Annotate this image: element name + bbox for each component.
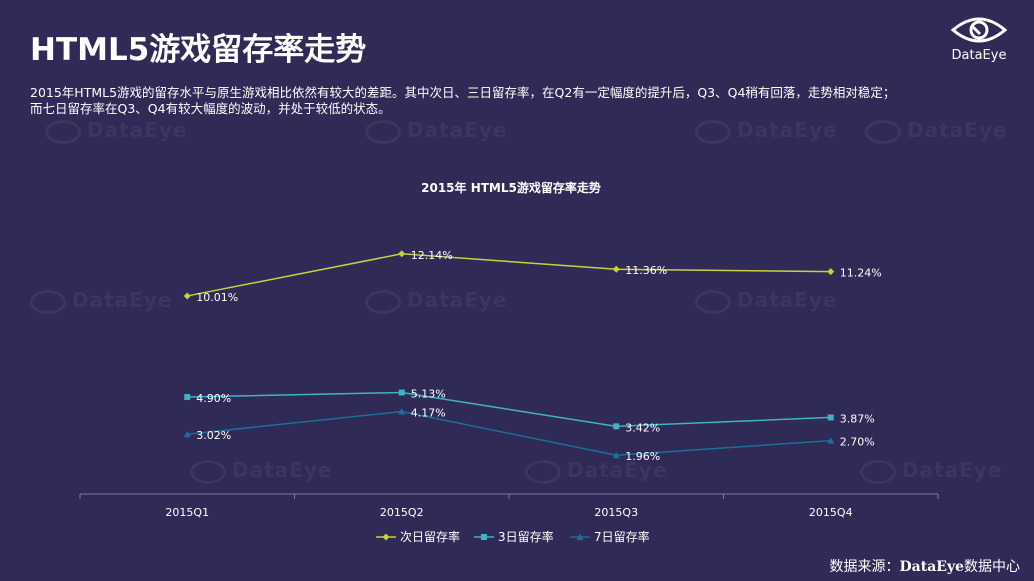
watermark: DataEye — [525, 458, 667, 484]
data-point — [184, 394, 191, 401]
brand-logo: DataEye — [944, 14, 1014, 63]
data-point — [827, 414, 834, 421]
data-label: 12.14% — [411, 249, 453, 262]
description: 2015年HTML5游戏的留存水平与原生游戏相比依然有较大的差距。其中次日、三日… — [30, 85, 990, 117]
legend-label: 3日留存率 — [498, 529, 554, 544]
data-point — [398, 389, 405, 396]
x-tick-label: 2015Q4 — [809, 506, 853, 519]
watermark: DataEye — [365, 118, 507, 144]
data-label: 2.70% — [840, 436, 875, 449]
series-line — [187, 253, 831, 297]
data-point — [398, 407, 406, 415]
chart-title: 2015年 HTML5游戏留存率走势 — [421, 180, 601, 195]
data-point — [612, 451, 620, 459]
data-label: 10.01% — [196, 291, 238, 304]
legend-marker — [481, 534, 487, 540]
data-point — [613, 423, 620, 430]
data-label: 11.24% — [840, 267, 882, 280]
x-tick-label: 2015Q2 — [380, 506, 424, 519]
data-label: 4.90% — [196, 392, 231, 405]
watermark: DataEye — [365, 288, 507, 314]
data-label: 11.36% — [625, 264, 667, 277]
eye-icon — [950, 17, 1008, 43]
data-point — [612, 265, 620, 273]
series-line — [187, 410, 831, 456]
legend-marker — [382, 533, 390, 541]
legend-label: 7日留存率 — [594, 529, 650, 544]
source-prefix: 数据来源： — [829, 559, 900, 575]
data-label: 1.96% — [625, 450, 660, 463]
source-brand: DataEye — [899, 559, 964, 575]
logo-text: DataEye — [951, 48, 1007, 63]
watermark: DataEye — [695, 118, 837, 144]
data-label: 4.17% — [411, 406, 446, 419]
data-label: 3.02% — [196, 429, 231, 442]
watermark: DataEye — [865, 118, 1007, 144]
x-tick-label: 2015Q1 — [165, 506, 209, 519]
data-label: 3.87% — [840, 412, 875, 425]
data-label: 3.42% — [625, 421, 660, 434]
watermark: DataEye — [45, 118, 187, 144]
data-label: 5.13% — [411, 387, 446, 400]
source-note: 数据来源：DataEye数据中心 — [830, 556, 1020, 576]
legend-marker — [576, 533, 584, 540]
legend-label: 次日留存率 — [400, 529, 460, 544]
source-suffix: 数据中心 — [964, 559, 1020, 575]
data-point — [827, 268, 835, 276]
data-point — [183, 292, 191, 300]
description-line-1: 2015年HTML5游戏的留存水平与原生游戏相比依然有较大的差距。其中次日、三日… — [30, 85, 896, 100]
watermark: DataEye — [695, 288, 837, 314]
page-title: HTML5游戏留存率走势 — [30, 32, 367, 68]
data-point — [183, 430, 191, 438]
data-point — [398, 250, 406, 258]
x-tick-label: 2015Q3 — [594, 506, 638, 519]
watermark: DataEye — [860, 458, 1002, 484]
watermark: DataEye — [30, 288, 172, 314]
description-line-2: 而七日留存率在Q3、Q4有较大幅度的波动，并处于较低的状态。 — [30, 101, 391, 116]
series-line — [187, 391, 831, 428]
watermark: DataEye — [190, 458, 332, 484]
data-point — [827, 437, 835, 444]
